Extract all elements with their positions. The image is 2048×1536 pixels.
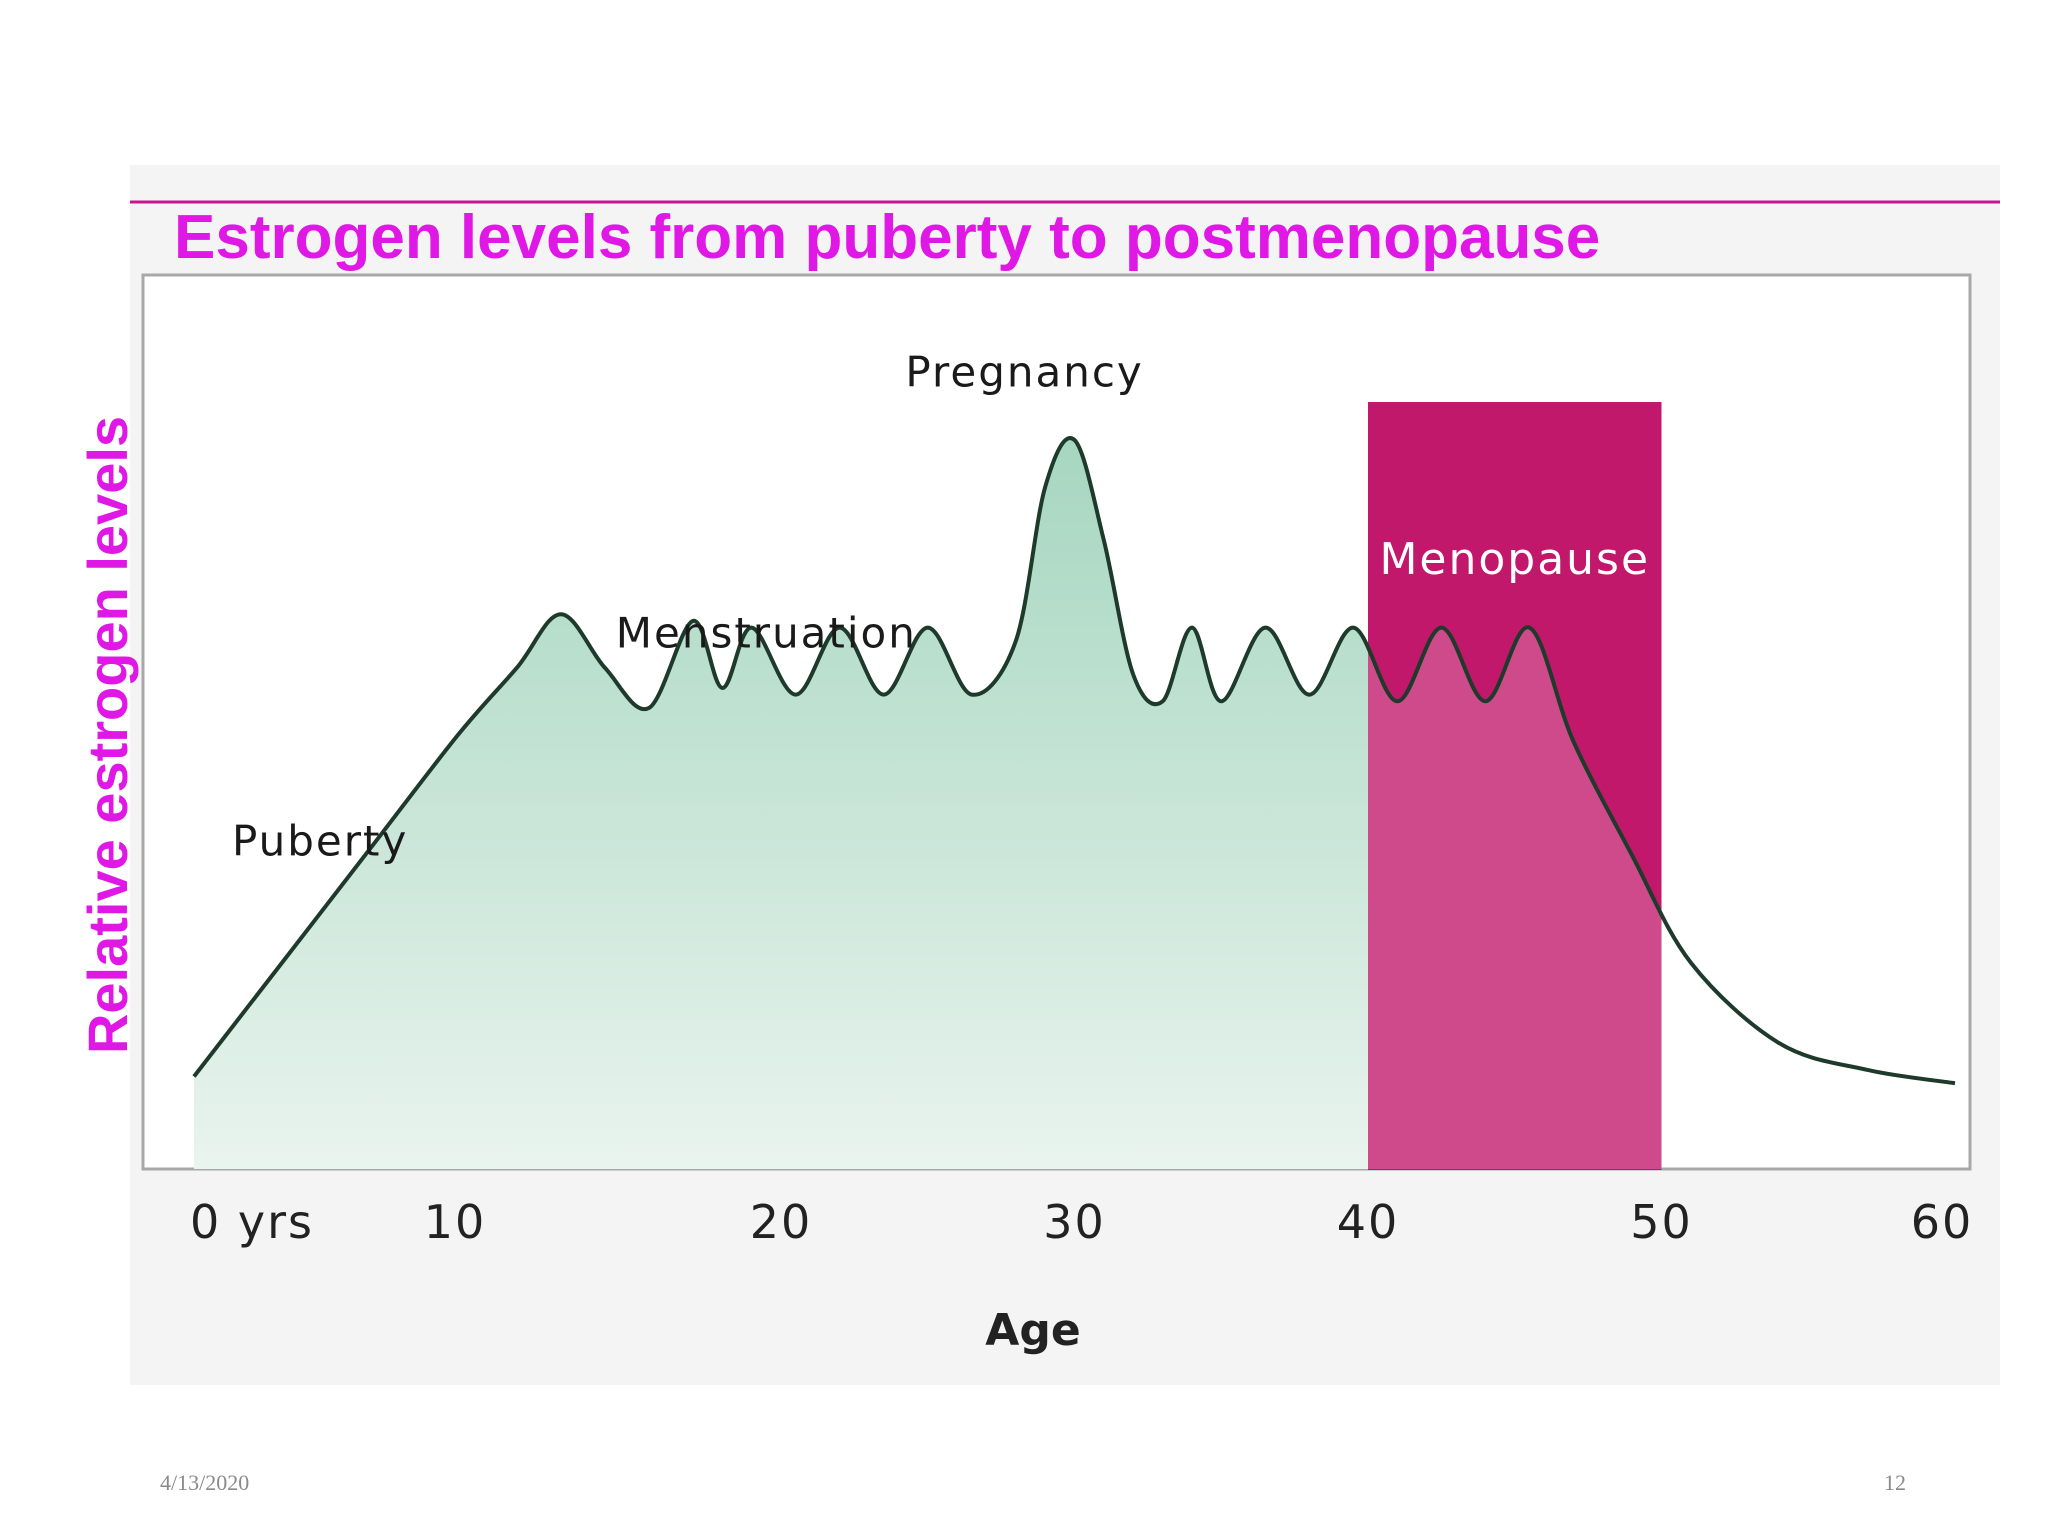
menopause-label: Menopause <box>1379 534 1650 585</box>
slide-date: 4/13/2020 <box>160 1470 250 1495</box>
x-tick-label: 60 <box>1911 1195 1974 1249</box>
x-axis-label: Age <box>985 1305 1080 1356</box>
x-tick-label: 20 <box>750 1195 813 1249</box>
series-line <box>192 436 1956 1086</box>
slide-page-number: 12 <box>1884 1470 1906 1495</box>
annotation-puberty: Puberty <box>232 816 408 865</box>
x-tick-label: 10 <box>424 1195 487 1249</box>
x-tick-label: 0 yrs <box>190 1195 314 1249</box>
x-tick-label: 40 <box>1337 1195 1400 1249</box>
menopause-region <box>1368 402 1662 1170</box>
chart-marks: Menopause Puberty Menstruation Pregnancy 0 y… <box>190 347 1974 1249</box>
y-axis-label: Relative estrogen levels <box>76 416 139 1054</box>
annotation-menstruation: Menstruation <box>616 609 917 658</box>
annotation-pregnancy: Pregnancy <box>905 347 1143 396</box>
x-tick-label: 30 <box>1043 1195 1106 1249</box>
series-area-overlap <box>1368 627 1662 1169</box>
chart-title: Estrogen levels from puberty to postmeno… <box>174 203 1600 272</box>
series-area <box>194 438 1368 1169</box>
x-tick-label: 50 <box>1630 1195 1693 1249</box>
